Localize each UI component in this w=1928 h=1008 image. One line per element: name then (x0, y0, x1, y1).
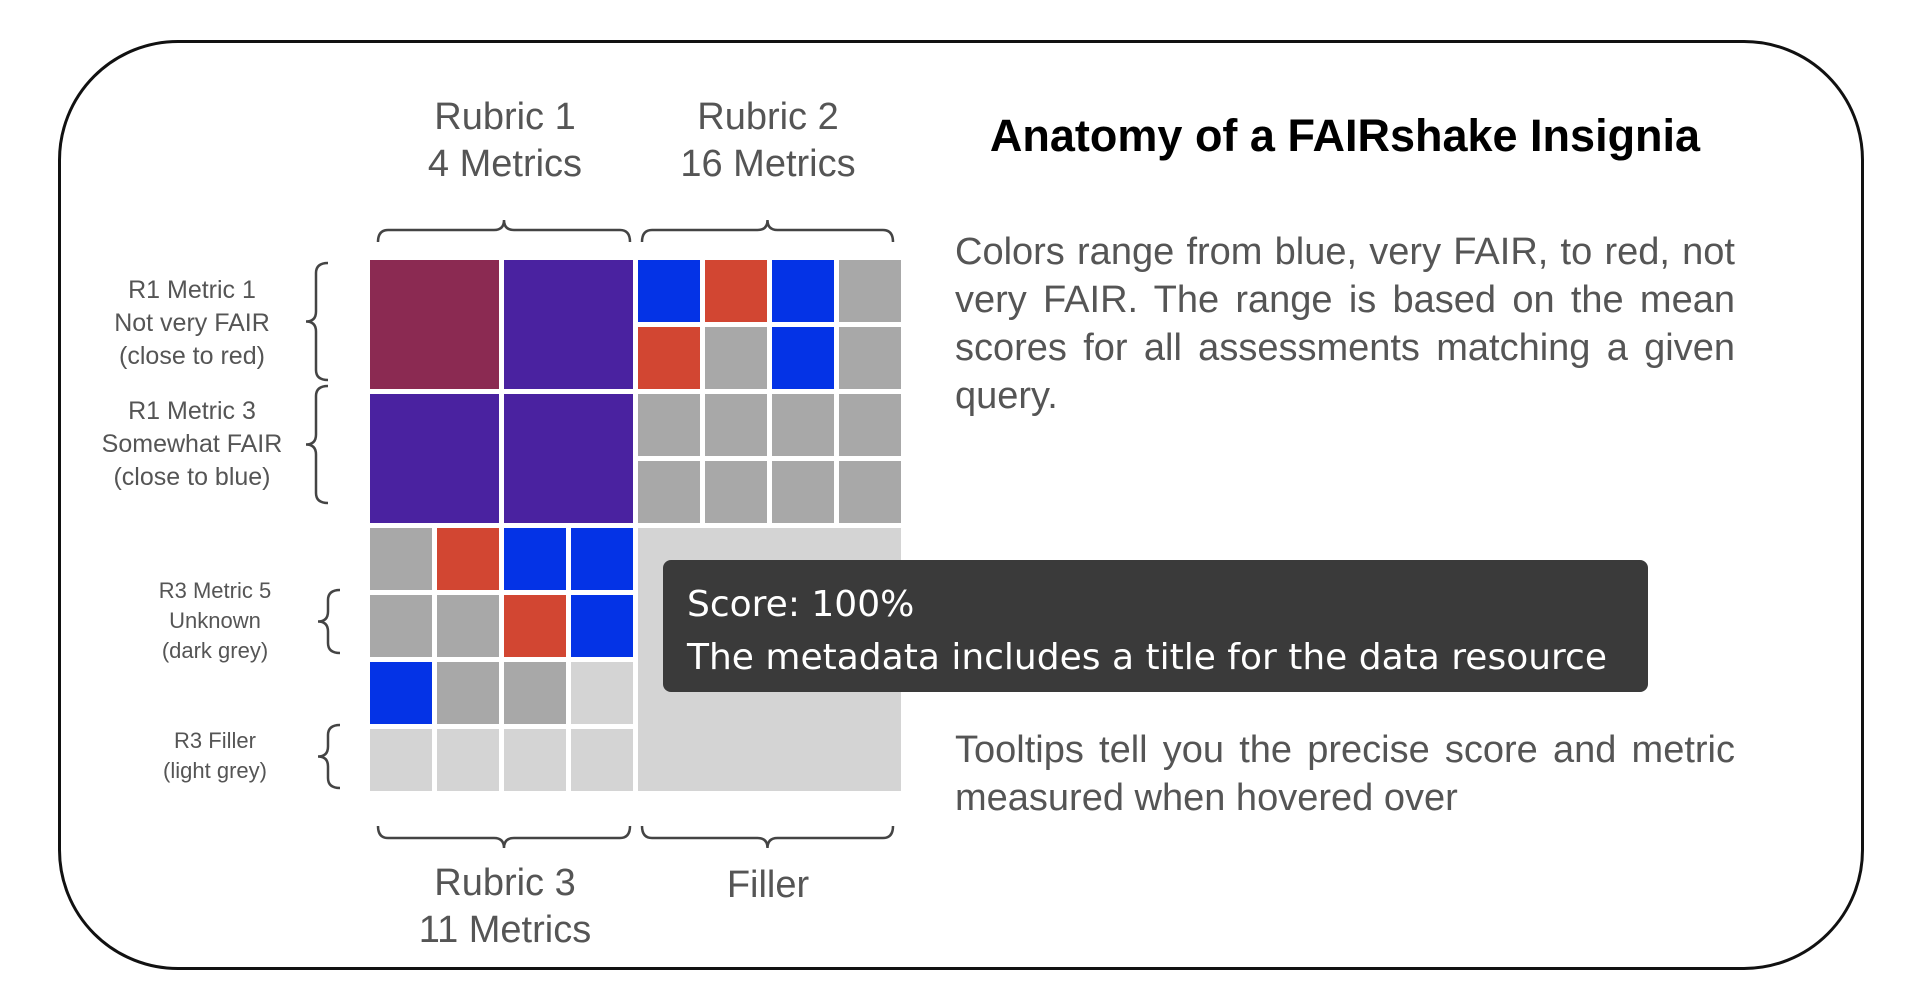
bracket-rubric-3 (376, 825, 632, 849)
rubric-1-cell[interactable] (370, 394, 499, 523)
tooltip-text: The metadata includes a title for the da… (687, 637, 1607, 678)
rubric-3-cell[interactable] (504, 729, 566, 791)
bracket-r3-metric-5 (317, 588, 341, 655)
rubric-2-cell[interactable] (638, 461, 700, 523)
rubric-1-count: 4 Metrics (427, 143, 583, 185)
filler-name: Filler (726, 864, 810, 906)
side-label-line: (dark grey) (161, 638, 269, 663)
side-label-r1-metric-1: R1 Metric 1 Not very FAIR (close to red) (82, 274, 302, 373)
rubric-3-label: Rubric 3 11 Metrics (355, 860, 655, 954)
side-label-line: (close to blue) (113, 463, 271, 491)
rubric-3-cell[interactable] (571, 595, 633, 657)
rubric-2-cell[interactable] (839, 260, 901, 322)
insignia-grid (370, 260, 901, 791)
rubric-3-cell[interactable] (370, 595, 432, 657)
rubric-3-cell[interactable] (437, 595, 499, 657)
side-label-line: (close to red) (119, 342, 265, 370)
bracket-rubric-1 (376, 219, 632, 243)
bracket-filler (640, 825, 895, 849)
rubric-1-cell[interactable] (504, 394, 633, 523)
rubric-2-cell[interactable] (638, 327, 700, 389)
rubric-2-label: Rubric 2 16 Metrics (618, 94, 918, 188)
rubric-1-cell[interactable] (370, 260, 499, 389)
rubric-3-cell[interactable] (571, 528, 633, 590)
bracket-r3-filler (317, 723, 341, 790)
side-label-line: R3 Filler (174, 728, 256, 753)
rubric-2-cell[interactable] (705, 461, 767, 523)
rubric-3-cell[interactable] (437, 528, 499, 590)
rubric-2-cell[interactable] (839, 394, 901, 456)
rubric-2-cell[interactable] (839, 327, 901, 389)
rubric-2-cell[interactable] (772, 461, 834, 523)
rubric-3-cell[interactable] (571, 729, 633, 791)
bracket-r1-metric-1 (305, 261, 329, 382)
rubric-1-cell[interactable] (504, 260, 633, 389)
tooltip-description: Tooltips tell you the precise score and … (955, 729, 1735, 819)
side-label-line: (light grey) (163, 758, 267, 783)
rubric-2-cell[interactable] (638, 260, 700, 322)
rubric-3-cell[interactable] (437, 729, 499, 791)
rubric-2-cell[interactable] (638, 394, 700, 456)
rubric-2-cell[interactable] (705, 327, 767, 389)
bracket-rubric-2 (640, 219, 895, 243)
side-label-line: Not very FAIR (114, 309, 270, 337)
rubric-3-name: Rubric 3 (434, 862, 576, 904)
rubric-2-cell[interactable] (772, 260, 834, 322)
rubric-2-cell[interactable] (705, 394, 767, 456)
side-label-line: R1 Metric 1 (128, 276, 256, 304)
rubric-2-cell[interactable] (705, 260, 767, 322)
score-tooltip[interactable]: Score: 100% The metadata includes a titl… (663, 560, 1648, 692)
outer-frame (58, 40, 1864, 970)
rubric-1-name: Rubric 1 (434, 96, 576, 138)
filler-label: Filler (618, 862, 918, 909)
side-label-r3-metric-5: R3 Metric 5 Unknown (dark grey) (105, 576, 325, 666)
rubric-3-cell[interactable] (370, 662, 432, 724)
rubric-3-cell[interactable] (504, 528, 566, 590)
side-label-r1-metric-3: R1 Metric 3 Somewhat FAIR (close to blue… (82, 395, 302, 494)
side-label-line: Unknown (169, 608, 261, 633)
rubric-1-label: Rubric 1 4 Metrics (355, 94, 655, 188)
rubric-2-count: 16 Metrics (680, 143, 856, 185)
bracket-r1-metric-3 (305, 384, 329, 505)
rubric-2-cell[interactable] (772, 327, 834, 389)
brackets (305, 219, 895, 849)
rubric-3-cell[interactable] (571, 662, 633, 724)
rubric-3-cell[interactable] (437, 662, 499, 724)
rubric-3-count: 11 Metrics (418, 909, 592, 951)
page-title: Anatomy of a FAIRshake Insignia (989, 110, 1701, 161)
rubric-3-cell[interactable] (370, 729, 432, 791)
rubric-2-cell[interactable] (839, 461, 901, 523)
color-description: Colors range from blue, very FAIR, to re… (955, 231, 1735, 417)
rubric-3-cell[interactable] (504, 595, 566, 657)
tooltip-score: Score: 100% (687, 584, 915, 625)
rubric-2-cell[interactable] (772, 394, 834, 456)
side-label-line: Somewhat FAIR (101, 430, 283, 458)
rubric-2-name: Rubric 2 (697, 96, 839, 138)
rubric-3-cell[interactable] (504, 662, 566, 724)
side-label-r3-filler: R3 Filler (light grey) (105, 726, 325, 786)
side-label-line: R1 Metric 3 (128, 397, 256, 425)
side-label-line: R3 Metric 5 (158, 578, 272, 603)
rubric-3-cell[interactable] (370, 528, 432, 590)
